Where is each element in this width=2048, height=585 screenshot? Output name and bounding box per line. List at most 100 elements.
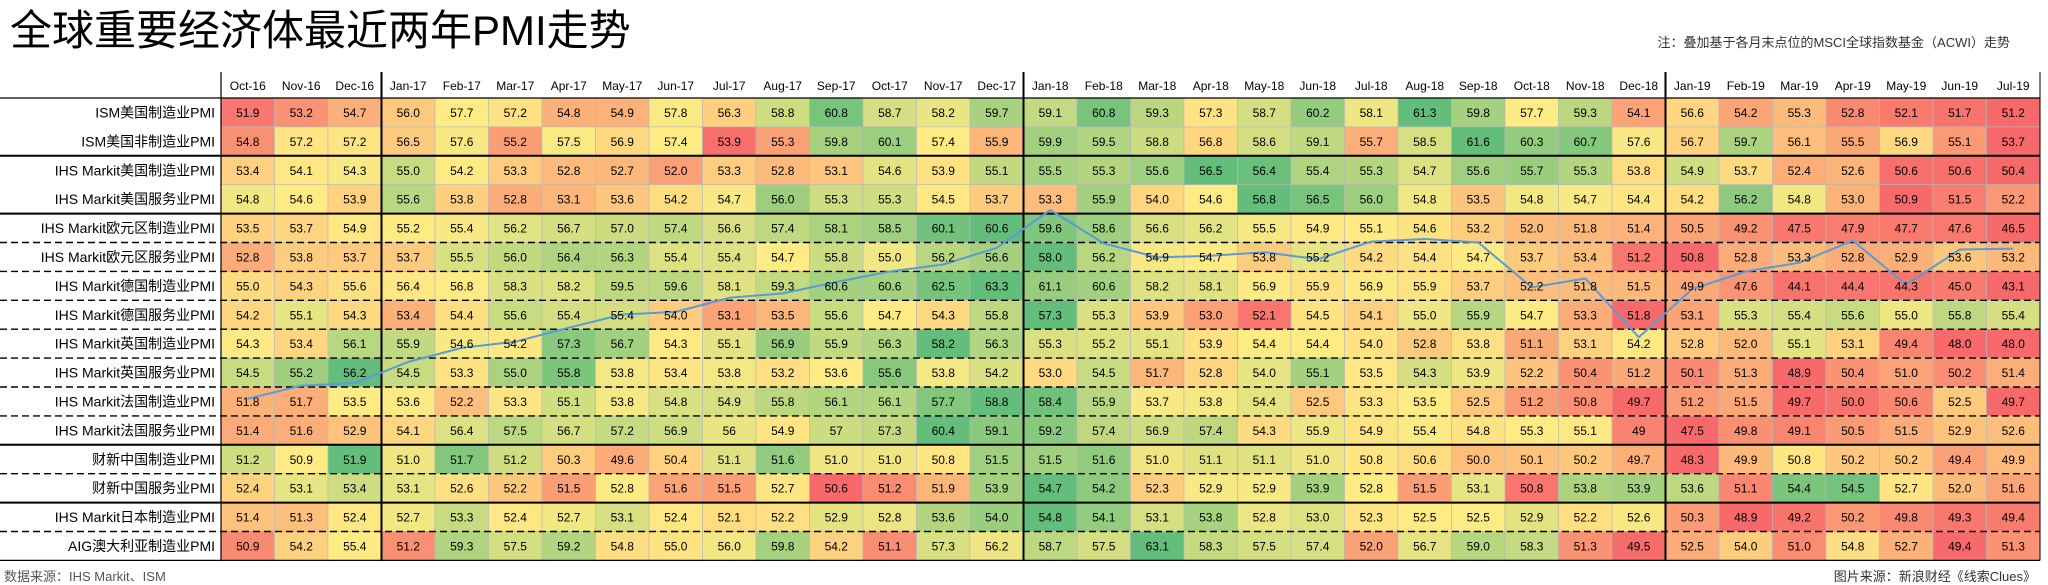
heatmap-cell (1237, 155, 1292, 186)
heatmap-cell (541, 502, 596, 532)
cell-value: 51.1 (718, 453, 742, 467)
cell-value: 49.8 (1734, 424, 1758, 438)
heatmap-cell (488, 415, 543, 446)
cell-value: 60.6 (878, 279, 902, 293)
heatmap-cell (809, 502, 864, 532)
cell-value: 51.1 (1253, 453, 1277, 467)
heatmap-cell (1076, 386, 1131, 417)
cell-value: 58.1 (718, 279, 742, 293)
cell-value: 53.8 (1627, 164, 1651, 178)
cell-value: 52.8 (878, 511, 902, 525)
column-header: Aug-17 (763, 79, 802, 93)
cell-value: 54.9 (611, 106, 635, 120)
heatmap-cell (1932, 126, 1987, 157)
cell-value: 58.3 (1520, 539, 1544, 553)
cell-value: 55.0 (236, 279, 260, 293)
cell-value: 51.2 (504, 453, 528, 467)
heatmap-cell (1183, 502, 1238, 532)
acwi-overlay (247, 209, 2014, 400)
heatmap-cell (1451, 213, 1506, 243)
cell-value: 56.0 (771, 193, 795, 207)
cell-value: 51.8 (1574, 222, 1598, 236)
cell-value: 54.2 (450, 164, 474, 178)
heatmap-cell (969, 155, 1024, 186)
cell-value: 59.6 (1039, 222, 1063, 236)
cell-value: 54.4 (1627, 193, 1651, 207)
cell-value: 52.2 (450, 395, 474, 409)
column-header: Feb-18 (1085, 79, 1123, 93)
heatmap-cell (1932, 473, 1987, 503)
cell-value: 51.5 (1039, 453, 1063, 467)
cell-value: 53.1 (611, 511, 635, 525)
heatmap-cell (969, 473, 1024, 503)
cell-value: 57.5 (557, 135, 581, 149)
heatmap-cell (327, 184, 382, 214)
heatmap-cell (1451, 299, 1506, 330)
column-header: Jan-19 (1674, 79, 1711, 93)
cell-value: 53.5 (236, 222, 260, 236)
cell-value: 49 (1632, 424, 1646, 438)
cell-value: 55.1 (718, 337, 742, 351)
cell-value: 54.4 (450, 308, 474, 322)
cell-value: 59.2 (557, 539, 581, 553)
row-label: IHS Markit日本制造业PMI (55, 509, 215, 525)
heatmap-cell (916, 386, 971, 417)
heatmap-cell (1932, 502, 1987, 532)
acwi-line (247, 209, 2014, 400)
column-header: Nov-16 (282, 79, 321, 93)
heatmap-cell (916, 126, 971, 157)
cell-value: 52.1 (1253, 308, 1277, 322)
cell-value: 50.3 (1681, 511, 1705, 525)
heatmap-cell (434, 415, 489, 446)
cell-value: 49.9 (1681, 279, 1705, 293)
cell-value: 53.5 (343, 395, 367, 409)
cell-value: 54.2 (1360, 250, 1384, 264)
column-header: Nov-18 (1566, 79, 1605, 93)
cell-value: 56.8 (1199, 135, 1223, 149)
heatmap-cell (1451, 126, 1506, 157)
heatmap-cell (755, 473, 810, 503)
heatmap-cell (488, 357, 543, 388)
heatmap-cell (1504, 97, 1559, 128)
cell-value: 58.8 (1146, 135, 1170, 149)
cell-value: 51.5 (1413, 482, 1437, 496)
cell-value: 56.0 (504, 250, 528, 264)
cell-value: 51.0 (878, 453, 902, 467)
row-label: IHS Markit德国服务业PMI (55, 307, 215, 323)
cell-value: 57.4 (664, 222, 688, 236)
heatmap-cell (274, 415, 329, 446)
cell-value: 60.8 (825, 106, 849, 120)
heatmap-cell (541, 155, 596, 186)
cell-value: 55.3 (1788, 106, 1812, 120)
cell-value: 55.8 (1948, 308, 1972, 322)
cell-value: 53.4 (1574, 250, 1598, 264)
cell-value: 61.6 (1467, 135, 1491, 149)
cell-value: 57.3 (932, 539, 956, 553)
cell-value: 57.2 (343, 135, 367, 149)
heatmap-cell (1558, 155, 1613, 186)
heatmap-cell (1825, 444, 1880, 474)
cell-value: 56.0 (397, 106, 421, 120)
heatmap-cell (1986, 97, 2041, 128)
heatmap-cell (862, 184, 917, 214)
cell-value: 47.6 (1948, 222, 1972, 236)
cell-value: 58.2 (932, 337, 956, 351)
cell-value: 53.6 (611, 193, 635, 207)
heatmap-cell (327, 444, 382, 474)
cell-value: 56.3 (718, 106, 742, 120)
cell-value: 55.4 (1788, 308, 1812, 322)
cell-value: 56.9 (1146, 424, 1170, 438)
cell-value: 55.9 (1306, 279, 1330, 293)
cell-value: 59.5 (1092, 135, 1116, 149)
cell-value: 57.3 (1039, 308, 1063, 322)
heatmap-cell (809, 184, 864, 214)
heatmap-cell (755, 155, 810, 186)
cell-value: 50.6 (1413, 453, 1437, 467)
cell-value: 55.3 (878, 193, 902, 207)
cell-value: 53.1 (1841, 337, 1865, 351)
cell-value: 56.2 (504, 222, 528, 236)
cell-value: 60.2 (1306, 106, 1330, 120)
heatmap-cell (541, 271, 596, 301)
heatmap-cell (1718, 357, 1773, 388)
cell-value: 54.7 (1467, 250, 1491, 264)
